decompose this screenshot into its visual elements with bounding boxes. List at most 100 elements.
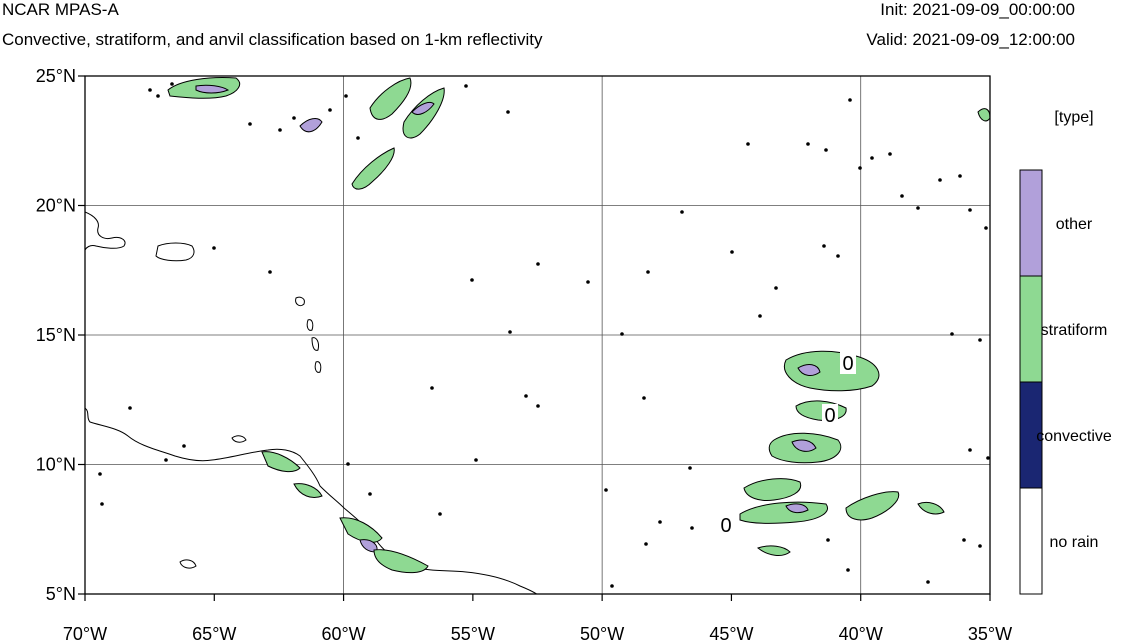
small-cell	[164, 458, 168, 462]
small-cell	[156, 94, 160, 98]
small-cell	[900, 194, 904, 198]
init-time: Init: 2021-09-09_00:00:00	[880, 0, 1075, 19]
cell-ne-corner	[977, 108, 990, 122]
cell-61w	[299, 118, 323, 133]
small-cell	[978, 338, 982, 342]
small-cell	[950, 332, 954, 336]
contour-label-2: 0	[824, 405, 835, 427]
small-cell	[680, 210, 684, 214]
legend-swatch	[1019, 275, 1043, 383]
coastline-south-america	[85, 407, 538, 594]
small-cell	[658, 520, 662, 524]
lat-tick-label: 5°N	[46, 584, 76, 604]
small-cell	[170, 82, 174, 86]
small-cell	[690, 526, 694, 530]
legend-title: [type]	[1054, 109, 1093, 126]
lon-tick-label: 50°W	[580, 624, 624, 641]
lon-tick-label: 40°W	[839, 624, 883, 641]
small-cell	[642, 396, 646, 400]
cell-coast-a	[261, 451, 301, 473]
coastline-island-2	[306, 319, 314, 331]
small-cell	[620, 332, 624, 336]
small-cell	[984, 226, 988, 230]
small-cell	[470, 278, 474, 282]
small-cell	[248, 122, 252, 126]
small-cell	[212, 246, 216, 250]
small-cell	[430, 386, 434, 390]
cell-east-e-other	[785, 503, 809, 514]
legend-label: stratiform	[1041, 322, 1108, 339]
cell-east-f	[845, 491, 900, 521]
cell-east-g	[917, 501, 945, 515]
small-cell	[870, 156, 874, 160]
small-cell	[292, 116, 296, 120]
small-cell	[774, 286, 778, 290]
small-cell	[368, 492, 372, 496]
cell-60w-c	[351, 147, 395, 190]
contour-label-3: 0	[720, 515, 731, 537]
small-cell	[182, 444, 186, 448]
small-cell	[968, 448, 972, 452]
lon-tick-label: 65°W	[192, 624, 236, 641]
small-cell	[586, 280, 590, 284]
small-cell	[278, 128, 282, 132]
lat-tick-label: 10°N	[36, 455, 76, 475]
legend-colorbar: other stratiform convective no rain	[1019, 169, 1112, 595]
small-cell	[148, 88, 152, 92]
model-title: NCAR MPAS-A	[2, 0, 119, 19]
small-cell	[604, 488, 608, 492]
small-cell	[328, 108, 332, 112]
small-cell	[268, 270, 272, 274]
small-cell	[474, 458, 478, 462]
small-cell	[438, 512, 442, 516]
valid-time: Valid: 2021-09-09_12:00:00	[866, 30, 1075, 49]
small-cell	[836, 254, 840, 258]
lon-tick-label: 55°W	[451, 624, 495, 641]
legend-label: other	[1056, 216, 1093, 233]
small-cell	[888, 152, 892, 156]
small-cell	[826, 538, 830, 542]
small-cell	[806, 142, 810, 146]
cell-east-d	[743, 478, 802, 501]
small-cell	[128, 406, 132, 410]
lon-tick-label: 60°W	[321, 624, 365, 641]
small-cell	[758, 314, 762, 318]
small-cell	[926, 580, 930, 584]
small-cell	[646, 270, 650, 274]
small-cell	[464, 84, 468, 88]
small-cell	[536, 404, 540, 408]
small-cell	[644, 542, 648, 546]
small-cell	[958, 174, 962, 178]
contour-label-bg-1	[840, 352, 856, 374]
coastline-island-4	[314, 361, 322, 373]
small-cell	[506, 110, 510, 114]
small-cell	[986, 456, 990, 460]
small-cell	[346, 462, 350, 466]
cell-coast-c	[339, 517, 383, 543]
contour-label-1: 0	[842, 353, 853, 375]
coastline-hispaniola	[85, 211, 126, 251]
contour-label-bg-2	[822, 404, 838, 426]
small-cell	[848, 98, 852, 102]
contour-label-bg-3	[718, 514, 734, 536]
small-cell	[846, 568, 850, 572]
legend: [type] other stratiform convective no rain	[1019, 109, 1112, 595]
cell-east-c-other	[791, 439, 817, 452]
cell-east-h	[756, 545, 791, 556]
small-cell	[916, 206, 920, 210]
cell-coast-b	[293, 483, 323, 498]
small-cell	[746, 142, 750, 146]
small-cell	[100, 502, 104, 506]
lat-tick-label: 25°N	[36, 66, 76, 86]
small-cell	[98, 472, 102, 476]
legend-swatch	[1019, 169, 1043, 277]
longitude-axis: 70°W 65°W 60°W 55°W 50°W 45°W 40°W 35°W	[63, 594, 1012, 641]
legend-swatch	[1019, 487, 1043, 595]
small-cell	[508, 330, 512, 334]
coastline-island-6	[179, 559, 197, 569]
legend-label: convective	[1036, 428, 1112, 445]
cell-east-a-other	[797, 364, 821, 376]
small-cell	[536, 262, 540, 266]
precipitation-cells	[167, 77, 990, 574]
